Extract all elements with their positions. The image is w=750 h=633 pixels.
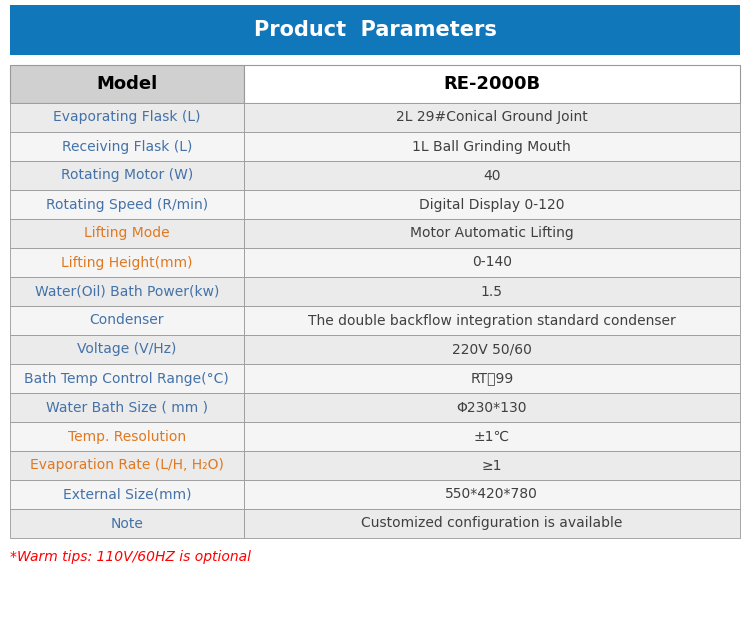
- Text: RE-2000B: RE-2000B: [443, 75, 540, 93]
- Bar: [10, 132, 244, 161]
- Text: Condenser: Condenser: [89, 313, 164, 327]
- Bar: [244, 393, 740, 422]
- Text: 1.5: 1.5: [481, 284, 502, 299]
- Text: Voltage (V/Hz): Voltage (V/Hz): [77, 342, 176, 356]
- Text: ≥1: ≥1: [482, 458, 502, 472]
- Bar: [10, 306, 244, 335]
- Bar: [10, 277, 244, 306]
- Bar: [244, 335, 740, 364]
- Text: Water Bath Size ( mm ): Water Bath Size ( mm ): [46, 401, 208, 415]
- Text: The double backflow integration standard condenser: The double backflow integration standard…: [308, 313, 676, 327]
- Bar: [244, 132, 740, 161]
- Text: Φ230*130: Φ230*130: [457, 401, 527, 415]
- Text: Note: Note: [110, 517, 143, 530]
- Text: Receiving Flask (L): Receiving Flask (L): [62, 139, 192, 153]
- Text: Model: Model: [96, 75, 158, 93]
- Text: Temp. Resolution: Temp. Resolution: [68, 430, 186, 444]
- Text: Evaporation Rate (L/H, H₂O): Evaporation Rate (L/H, H₂O): [30, 458, 224, 472]
- Bar: [244, 65, 740, 103]
- Bar: [244, 248, 740, 277]
- Bar: [244, 480, 740, 509]
- Bar: [10, 161, 244, 190]
- Bar: [244, 103, 740, 132]
- Bar: [10, 248, 244, 277]
- Text: 40: 40: [483, 168, 500, 182]
- Bar: [10, 103, 244, 132]
- Text: Lifting Mode: Lifting Mode: [84, 227, 170, 241]
- Bar: [10, 190, 244, 219]
- Text: Digital Display 0-120: Digital Display 0-120: [419, 197, 565, 211]
- Bar: [244, 190, 740, 219]
- Bar: [244, 219, 740, 248]
- Bar: [10, 364, 244, 393]
- Text: RT～99: RT～99: [470, 372, 514, 385]
- Text: 220V 50/60: 220V 50/60: [452, 342, 532, 356]
- Bar: [10, 480, 244, 509]
- Bar: [244, 364, 740, 393]
- Text: Evaporating Flask (L): Evaporating Flask (L): [53, 111, 200, 125]
- Bar: [10, 335, 244, 364]
- Text: Rotating Speed (R/min): Rotating Speed (R/min): [46, 197, 208, 211]
- Bar: [244, 277, 740, 306]
- Text: 2L 29#Conical Ground Joint: 2L 29#Conical Ground Joint: [396, 111, 588, 125]
- Bar: [10, 451, 244, 480]
- Text: Customized configuration is available: Customized configuration is available: [361, 517, 622, 530]
- Text: Lifting Height(mm): Lifting Height(mm): [61, 256, 193, 270]
- Text: Water(Oil) Bath Power(kw): Water(Oil) Bath Power(kw): [34, 284, 219, 299]
- Text: 1L Ball Grinding Mouth: 1L Ball Grinding Mouth: [413, 139, 572, 153]
- Text: External Size(mm): External Size(mm): [62, 487, 191, 501]
- Bar: [10, 422, 244, 451]
- Text: Motor Automatic Lifting: Motor Automatic Lifting: [410, 227, 574, 241]
- Text: Bath Temp Control Range(°C): Bath Temp Control Range(°C): [25, 372, 230, 385]
- Text: Product  Parameters: Product Parameters: [254, 20, 496, 40]
- Bar: [10, 509, 244, 538]
- Bar: [244, 451, 740, 480]
- Text: ±1℃: ±1℃: [474, 430, 510, 444]
- Bar: [244, 306, 740, 335]
- Bar: [244, 509, 740, 538]
- Bar: [10, 65, 244, 103]
- Text: 0-140: 0-140: [472, 256, 512, 270]
- Text: 550*420*780: 550*420*780: [446, 487, 538, 501]
- Text: *Warm tips: 110V/60HZ is optional: *Warm tips: 110V/60HZ is optional: [10, 550, 251, 564]
- Bar: [244, 422, 740, 451]
- Text: Rotating Motor (W): Rotating Motor (W): [61, 168, 193, 182]
- Bar: [10, 219, 244, 248]
- Bar: [244, 161, 740, 190]
- Bar: [10, 5, 740, 55]
- Bar: [10, 393, 244, 422]
